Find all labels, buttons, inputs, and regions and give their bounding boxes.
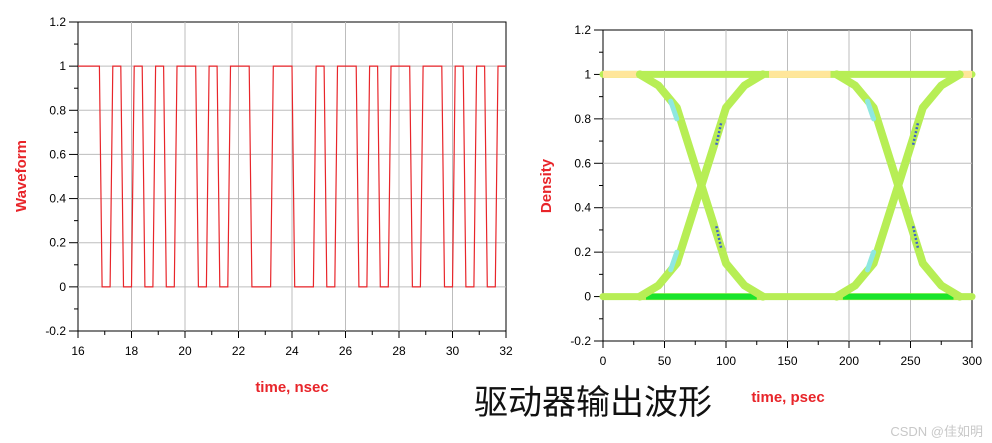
eye-y-tick-label: 0.2: [574, 245, 591, 259]
waveform-y-tick-label: 0.4: [49, 192, 66, 206]
eye-edge-accent: [864, 249, 877, 273]
eye-x-tick-label: 150: [777, 354, 797, 368]
eye-edge-accent: [668, 249, 680, 273]
waveform-x-tick-label: 22: [232, 344, 246, 358]
waveform-y-tick-label: 0.2: [49, 236, 66, 250]
waveform-x-tick-label: 26: [339, 344, 353, 358]
eye-x-tick-label: 100: [716, 354, 736, 368]
eye-grid: [603, 30, 972, 341]
waveform-y-axis-title: Waveform: [13, 140, 30, 212]
waveform-x-tick-label: 20: [178, 344, 192, 358]
waveform-y-tick-label: 1: [59, 59, 66, 73]
eye-edge-accent: [864, 98, 877, 122]
eye-x-axis-title: time, psec: [751, 389, 824, 406]
eye-y-tick-label: 0.6: [574, 156, 591, 170]
waveform-x-tick-label: 30: [446, 344, 460, 358]
eye-series: [599, 70, 976, 301]
waveform-x-tick-label: 28: [392, 344, 406, 358]
eye-y-tick-label: 0.8: [574, 112, 591, 126]
waveform-line: [78, 65, 506, 288]
watermark: CSDN @佳如明: [890, 424, 983, 439]
waveform-y-tick-label: 0.6: [49, 147, 66, 161]
waveform-y-tick-label: 1.2: [49, 15, 66, 29]
waveform-series: [78, 65, 506, 288]
figure-caption: 驱动器输出波形: [474, 383, 712, 423]
waveform-y-tick-label: -0.2: [45, 324, 66, 338]
waveform-y-tick-label: 0: [59, 280, 66, 294]
eye-y-tick-label: -0.2: [570, 334, 591, 348]
eye-y-axis-title: Density: [538, 158, 555, 213]
eye-x-tick-label: 250: [900, 354, 920, 368]
waveform-x-tick-label: 16: [71, 344, 85, 358]
eye-y-tick-label: 1: [584, 67, 591, 81]
waveform-x-tick-label: 32: [499, 344, 513, 358]
eye-diagram-chart: 0 50 100 150 200 250 300-0.200.20.40.60.811.2 …: [538, 23, 982, 406]
waveform-axis-ticks: 16 18 20 22 24 26 28 30 32 -0.2 0 0.2 0.4 0.6 0.8 1 1.2: [45, 15, 513, 358]
eye-y-tick-label: 0.4: [574, 201, 591, 215]
eye-rising-edge: [832, 70, 964, 301]
eye-edge-accent: [668, 98, 680, 122]
waveform-x-tick-label: 18: [125, 344, 139, 358]
waveform-y-tick-label: 0.8: [49, 103, 66, 117]
eye-y-tick-label: 1.2: [574, 23, 591, 37]
eye-axis-ticks: 0 50 100 150 200 250 300 -0.2 0 0.2 0.4 0.6 0.8 1 1.2: [570, 23, 982, 368]
eye-rising-edge: [635, 70, 767, 301]
waveform-chart: 16 18 20 22 24 26 28 30 32-0.200.20.40.60.811.2 …: [13, 15, 513, 396]
eye-x-tick-label: 200: [839, 354, 859, 368]
waveform-x-axis-title: time, nsec: [255, 379, 328, 396]
eye-x-tick-label: 300: [962, 354, 982, 368]
eye-x-tick-label: 0: [600, 354, 607, 368]
eye-x-tick-label: 50: [658, 354, 672, 368]
eye-y-tick-label: 0: [584, 290, 591, 304]
waveform-x-tick-label: 24: [285, 344, 299, 358]
